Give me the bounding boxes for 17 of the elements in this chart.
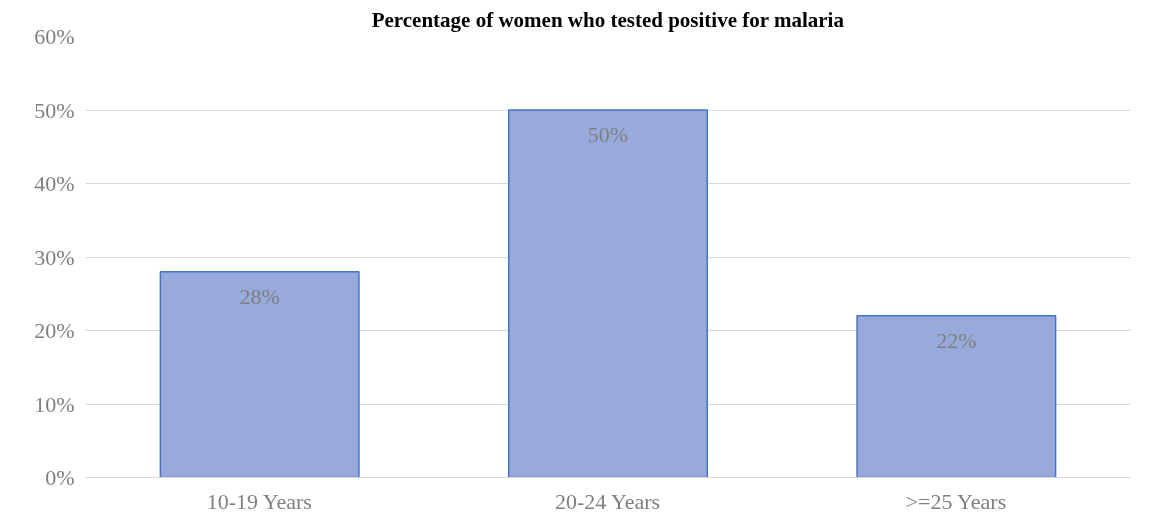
y-tick-label: 10% [34,391,75,417]
y-tick-label: 50% [34,97,75,123]
x-tick-label: 10-19 Years [206,488,312,514]
y-tick-label: 20% [34,318,75,343]
x-tick-label: 20-24 Years [555,488,661,514]
chart-title: Percentage of women who tested positive for malaria [371,7,845,32]
y-tick-label: 0% [45,465,75,490]
bar [159,270,360,478]
y-tick-label: 60% [34,24,75,49]
data-label: 22% [936,327,977,353]
x-tick-label: >=25 Years [905,488,1007,514]
data-label: 50% [587,122,629,147]
y-tick-label: 40% [34,171,75,196]
data-label: 28% [239,283,280,309]
bar [507,109,709,478]
bar [856,315,1057,478]
y-tick-label: 30% [34,244,75,270]
